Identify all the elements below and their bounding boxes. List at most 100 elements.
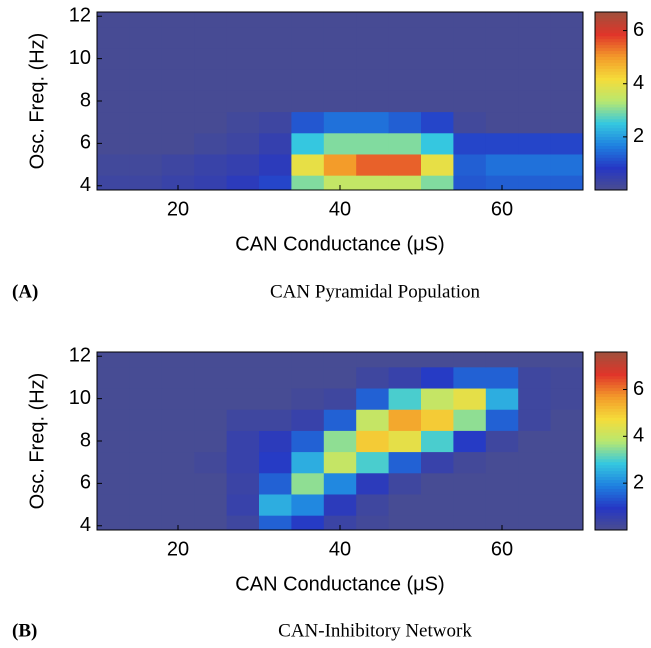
colorbar-band — [595, 68, 627, 72]
heatmap-cell — [388, 472, 422, 495]
colorbar-band — [595, 157, 627, 161]
heatmap-cell — [226, 175, 260, 191]
colorbar-band — [595, 130, 627, 135]
heatmap-cell — [161, 153, 195, 176]
heatmap-cell — [485, 430, 519, 453]
heatmap-cell — [259, 48, 292, 70]
heatmap-cell — [356, 48, 390, 70]
heatmap-cell — [226, 409, 260, 431]
heatmap-cell — [97, 12, 130, 28]
heatmap-cell — [194, 153, 228, 176]
colorbar-band — [595, 390, 627, 395]
colorbar-band — [595, 423, 627, 427]
heatmap-cell — [518, 493, 552, 516]
heatmap-cell — [194, 409, 228, 431]
x-tick-label: 20 — [167, 538, 189, 560]
colorbar-band — [595, 172, 627, 176]
heatmap-cell — [291, 26, 325, 49]
colorbar-band — [595, 112, 627, 117]
heatmap-cell — [518, 409, 552, 431]
heatmap-cell — [259, 515, 292, 531]
colorbar-band — [595, 372, 627, 377]
heatmap-cell — [453, 366, 487, 389]
colorbar-tick-label: 6 — [633, 19, 644, 41]
colorbar-band — [595, 98, 627, 102]
heatmap-cell — [194, 472, 228, 495]
colorbar-band — [595, 148, 627, 152]
heatmap-cell — [194, 69, 228, 91]
heatmap-cell — [518, 472, 552, 495]
heatmap-cell — [226, 153, 260, 176]
panel-label: (B) — [12, 620, 37, 641]
heatmap-cell — [388, 153, 422, 176]
colorbar-band — [595, 485, 627, 489]
heatmap-cell — [356, 111, 390, 134]
heatmap-cell — [485, 366, 519, 389]
y-tick-label: 8 — [80, 89, 91, 111]
colorbar-band — [595, 145, 627, 149]
colorbar-band — [595, 86, 627, 90]
colorbar-band — [595, 29, 627, 34]
colorbar-band — [595, 509, 627, 513]
y-axis-label: Osc. Freq. (Hz) — [26, 373, 48, 510]
colorbar-band — [595, 461, 627, 466]
heatmap-cell — [421, 352, 454, 368]
heatmap-cell — [129, 132, 163, 155]
heatmap-cell — [323, 366, 357, 389]
colorbar-band — [595, 464, 627, 469]
heatmap-cell — [129, 430, 163, 453]
colorbar-band — [595, 106, 627, 111]
heatmap-cell — [485, 69, 519, 91]
heatmap-cell — [226, 26, 260, 49]
heatmap-cell — [129, 472, 163, 495]
heatmap-cell — [226, 132, 260, 155]
heatmap-cell — [323, 132, 357, 155]
heatmap-cell — [453, 153, 487, 176]
heatmap-cell — [194, 12, 228, 28]
colorbar-band — [595, 366, 627, 371]
colorbar-band — [595, 121, 627, 126]
heatmap-cell — [388, 90, 422, 113]
heatmap-cell — [161, 366, 195, 389]
heatmap-cell — [129, 69, 163, 91]
heatmap-cell — [259, 175, 292, 191]
heatmap-cell — [194, 352, 228, 368]
y-tick-label: 12 — [69, 5, 91, 27]
colorbar-band — [595, 387, 627, 392]
heatmap-cell — [485, 175, 519, 191]
heatmap-cell — [453, 493, 487, 516]
heatmap-cell — [259, 472, 292, 495]
heatmap-cell — [129, 175, 163, 191]
y-tick-label: 10 — [69, 47, 91, 69]
panel-label: (A) — [12, 281, 38, 302]
heatmap-cell — [550, 175, 584, 191]
colorbar-band — [595, 515, 627, 519]
heatmap-cell — [226, 366, 260, 389]
colorbar-band — [595, 89, 627, 93]
colorbar-band — [595, 50, 627, 55]
heatmap-cell — [291, 90, 325, 113]
heatmap-cell — [161, 48, 195, 70]
colorbar-band — [595, 175, 627, 179]
heatmap-cell — [259, 430, 292, 453]
heatmap-cell — [453, 90, 487, 113]
heatmap-cell — [485, 111, 519, 134]
heatmap-cell — [323, 493, 357, 516]
colorbar-band — [595, 23, 627, 28]
heatmap-cell — [97, 515, 130, 531]
heatmap-cell — [421, 90, 454, 113]
heatmap-cell — [161, 90, 195, 113]
heatmap-cell — [356, 69, 390, 91]
y-tick-label: 12 — [69, 345, 91, 367]
colorbar-band — [595, 139, 627, 144]
heatmap-cell — [388, 493, 422, 516]
colorbar-band — [595, 497, 627, 501]
heatmap-cell — [356, 493, 390, 516]
heatmap-cell — [485, 493, 519, 516]
heatmap-cell — [226, 352, 260, 368]
heatmap-cell — [323, 175, 357, 191]
colorbar-band — [595, 136, 627, 141]
colorbar-band — [595, 154, 627, 158]
colorbar-band — [595, 115, 627, 120]
heatmap-cell — [323, 451, 357, 474]
